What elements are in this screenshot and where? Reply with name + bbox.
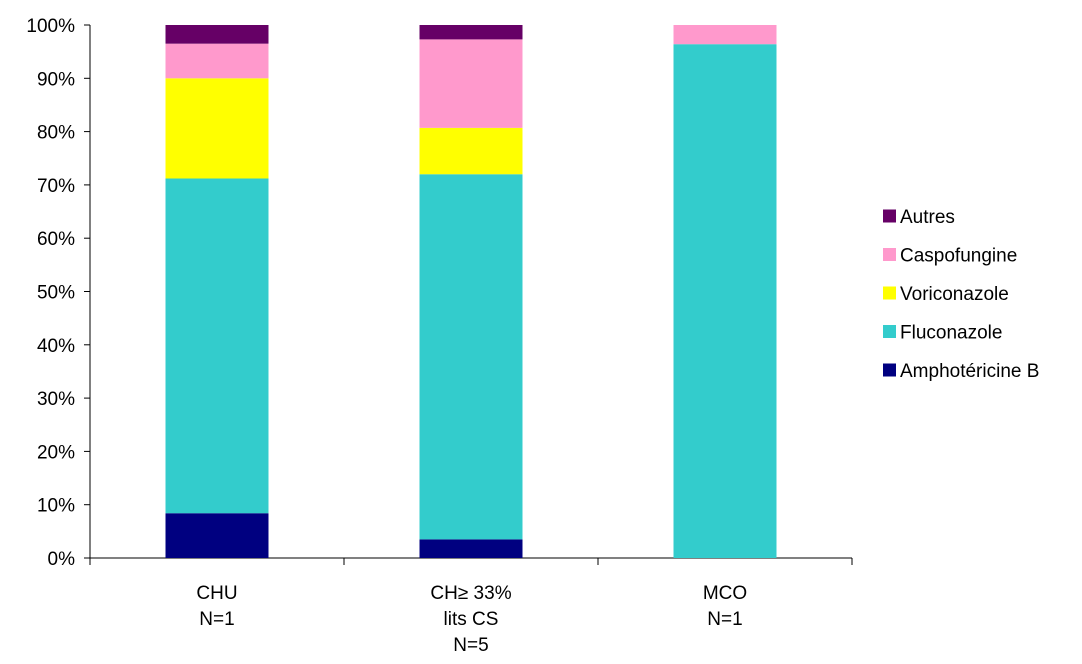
x-tick-label: CHU xyxy=(196,583,237,604)
bar-segment xyxy=(419,127,523,175)
bar-segment xyxy=(165,78,269,179)
x-tick-label: N=1 xyxy=(199,609,234,630)
x-tick-label: MCO xyxy=(703,583,747,604)
y-tick-label: 30% xyxy=(37,389,75,410)
bar-segment xyxy=(673,25,777,45)
bar-segment xyxy=(419,39,523,128)
y-axis: 0% 10% 20% 30% 40% 50% 60% 70% 80% 90% 100% xyxy=(26,16,91,570)
y-tick-label: 20% xyxy=(37,442,75,463)
y-tick-label: 90% xyxy=(37,69,75,90)
legend: Autres Caspofungine Voriconazole Fluconazol… xyxy=(883,207,1039,382)
bar-segment xyxy=(165,25,269,44)
legend-label: Autres xyxy=(900,207,955,228)
bar-segment xyxy=(165,513,269,558)
legend-swatch xyxy=(883,209,896,223)
legend-swatch xyxy=(883,325,896,338)
bar-segment xyxy=(419,25,523,40)
y-tick-label: 50% xyxy=(37,283,75,304)
bar-segment xyxy=(419,539,523,558)
legend-swatch xyxy=(883,286,896,300)
legend-label: Voriconazole xyxy=(900,284,1009,305)
bar-segment xyxy=(419,174,523,540)
y-tick-label: 0% xyxy=(48,549,76,570)
x-tick-label: CH≥ 33% xyxy=(430,583,511,604)
y-tick-label: 70% xyxy=(37,176,75,197)
x-tick-label: N=1 xyxy=(707,609,742,630)
legend-label: Fluconazole xyxy=(900,323,1002,344)
legend-label: Amphotéricine B xyxy=(900,361,1039,382)
bars xyxy=(165,25,777,559)
bar-segment xyxy=(165,178,269,514)
x-tick-label: lits CS xyxy=(444,609,499,630)
legend-label: Caspofungine xyxy=(900,246,1017,267)
legend-swatch xyxy=(883,248,896,261)
y-tick-label: 40% xyxy=(37,336,75,357)
bar-segment xyxy=(673,44,777,559)
y-tick-label: 100% xyxy=(26,16,75,37)
legend-swatch xyxy=(883,363,896,377)
x-axis: CHU N=1 CH≥ 33% lits CS N=5 MCO N=1 xyxy=(89,557,853,656)
y-tick-label: 80% xyxy=(37,123,75,144)
bar-segment xyxy=(165,43,269,79)
y-tick-label: 60% xyxy=(37,229,75,250)
y-tick-label: 10% xyxy=(37,496,75,517)
x-tick-label: N=5 xyxy=(453,635,488,656)
